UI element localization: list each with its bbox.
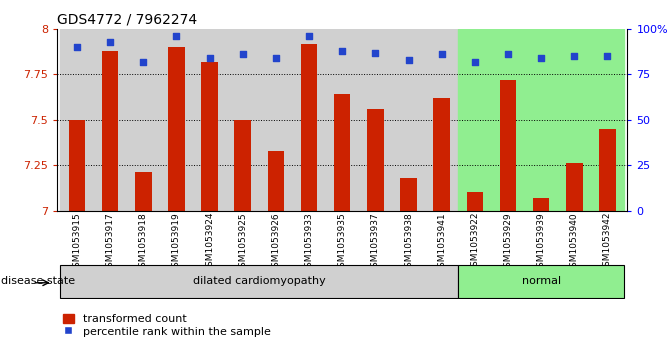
Bar — [466, 192, 483, 211]
Bar — [433, 98, 450, 211]
Text: dilated cardiomyopathy: dilated cardiomyopathy — [193, 276, 325, 286]
Point — [337, 48, 348, 54]
Point — [238, 52, 248, 57]
Point — [171, 33, 182, 39]
Bar — [68, 120, 85, 211]
Point — [204, 55, 215, 61]
Point — [436, 52, 447, 57]
Point — [503, 52, 513, 57]
Bar — [135, 172, 152, 211]
Bar — [334, 94, 350, 211]
Point — [370, 50, 380, 56]
Bar — [599, 129, 616, 211]
Point — [536, 55, 547, 61]
Bar — [458, 265, 624, 298]
Point — [403, 57, 414, 63]
Bar — [234, 120, 251, 211]
Bar — [367, 109, 384, 211]
Bar — [533, 198, 550, 211]
Point — [602, 53, 613, 59]
Bar — [168, 47, 185, 211]
Bar — [301, 44, 317, 211]
Bar — [201, 62, 218, 211]
Text: GDS4772 / 7962274: GDS4772 / 7962274 — [57, 12, 197, 26]
Bar — [60, 29, 458, 211]
Bar — [400, 178, 417, 211]
Point — [105, 39, 115, 45]
Bar — [102, 51, 118, 211]
Point — [72, 44, 83, 50]
Point — [569, 53, 580, 59]
Point — [138, 59, 148, 65]
Point — [270, 55, 281, 61]
Bar — [458, 29, 624, 211]
Bar — [60, 265, 458, 298]
Text: disease state: disease state — [1, 276, 74, 286]
Point — [470, 59, 480, 65]
Point — [304, 33, 315, 39]
Legend: transformed count, percentile rank within the sample: transformed count, percentile rank withi… — [62, 314, 270, 337]
Bar — [268, 151, 285, 211]
Bar — [500, 80, 516, 211]
Text: normal: normal — [521, 276, 561, 286]
Bar — [566, 163, 582, 211]
